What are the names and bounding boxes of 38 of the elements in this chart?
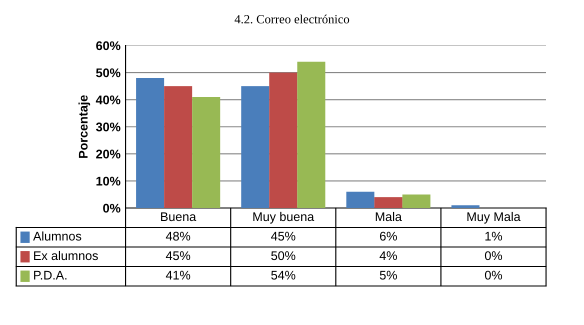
bar — [451, 205, 480, 208]
data-label: 5% — [380, 270, 397, 280]
y-tick-label: 10% — [96, 176, 120, 186]
y-tick-label: 0% — [103, 204, 120, 213]
data-label: 0% — [484, 251, 502, 260]
bar — [402, 194, 430, 208]
legend-label: Alumnos — [33, 231, 82, 241]
data-label: 48% — [166, 232, 190, 241]
data-label: 4% — [380, 251, 397, 260]
bar — [269, 72, 298, 208]
data-label: 6% — [380, 232, 397, 241]
chart-title: 4.2. Correo electrónico — [234, 14, 350, 24]
data-label: 50% — [271, 251, 296, 260]
y-tick-label: 20% — [96, 150, 120, 158]
y-tick-label: 60% — [96, 41, 120, 50]
bar — [136, 78, 164, 208]
y-tick-label: 30% — [96, 122, 120, 132]
y-tick-label: 40% — [96, 95, 120, 104]
legend-label: Ex alumnos — [34, 250, 98, 260]
bar — [374, 197, 402, 208]
bar — [297, 62, 326, 208]
x-tick-label: Muy buena — [253, 212, 314, 224]
x-tick-label: Muy Mala — [467, 212, 521, 224]
y-tick-label: 50% — [96, 68, 120, 78]
x-tick-label: Mala — [376, 212, 402, 222]
data-label: 0% — [484, 270, 502, 280]
x-tick-label: Buena — [161, 212, 196, 222]
data-label: 41% — [166, 270, 190, 280]
data-label: 1% — [485, 232, 502, 241]
legend-label: P.D.A. — [34, 270, 66, 280]
data-label: 54% — [271, 270, 296, 280]
bar — [164, 86, 192, 208]
bar — [241, 86, 270, 208]
data-label: 45% — [166, 251, 190, 260]
data-label: 45% — [271, 232, 296, 241]
bar — [192, 96, 220, 208]
bar — [346, 192, 374, 208]
y-axis-title: Porcentaje — [78, 95, 90, 158]
